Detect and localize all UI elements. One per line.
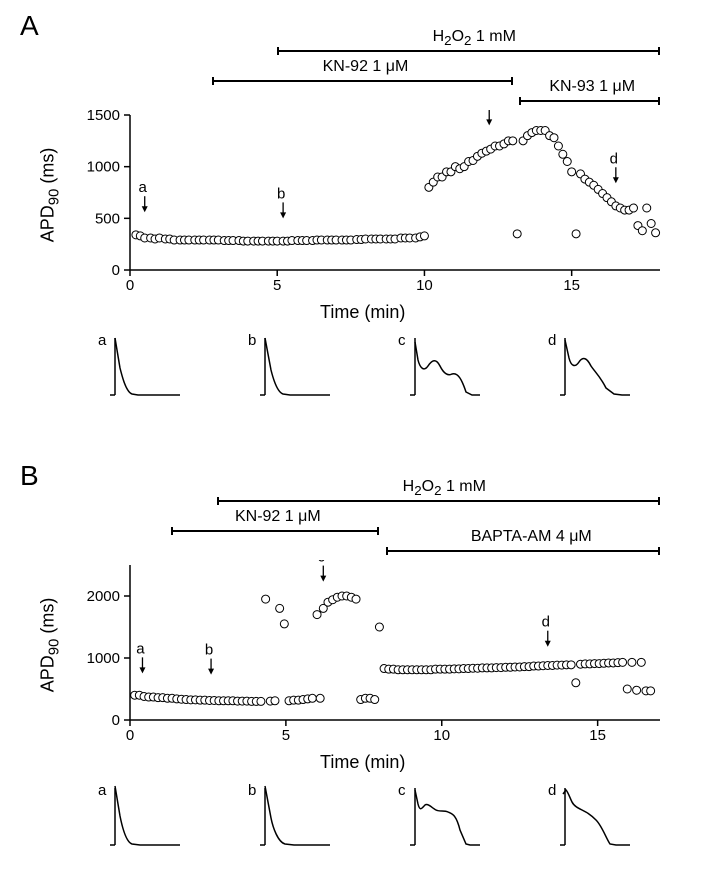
svg-text:10: 10	[433, 727, 450, 744]
svg-text:a: a	[136, 640, 145, 657]
figure-root: A H2O2 1 mMKN-92 1 μMKN-93 1 μM 05001000…	[0, 0, 701, 876]
svg-text:d: d	[542, 614, 550, 631]
trace-label: c	[398, 332, 406, 349]
svg-text:1500: 1500	[87, 110, 120, 124]
treatment-label: KN-92 1 μM	[323, 58, 409, 76]
panel-b-scatter: 0 1000 2000 0 5 10 15 a b c d	[80, 560, 680, 750]
svg-text:0: 0	[126, 727, 134, 744]
treatment-bar	[217, 500, 660, 502]
svg-text:10: 10	[416, 277, 433, 294]
svg-text:a: a	[139, 179, 148, 196]
svg-text:1000: 1000	[87, 159, 120, 176]
ap-trace	[110, 780, 190, 855]
svg-text:5: 5	[282, 727, 290, 744]
svg-text:15: 15	[563, 277, 580, 294]
panel-b-label: B	[20, 460, 39, 492]
treatment-label: BAPTA-AM 4 μM	[471, 528, 592, 546]
svg-text:15: 15	[589, 727, 606, 744]
panel-a-scatter: 050010001500051015abcd	[80, 110, 680, 300]
ap-trace	[260, 780, 340, 855]
trace-label: a	[98, 332, 106, 349]
treatment-bar	[212, 80, 512, 82]
panel-b-ylabel: APD90 (ms)	[38, 592, 63, 692]
ap-trace	[110, 330, 190, 405]
panel-b-xlabel: Time (min)	[320, 752, 405, 773]
svg-text:0: 0	[112, 262, 120, 279]
treatment-bar	[386, 550, 660, 552]
treatment-bar	[171, 530, 380, 532]
treatment-label: KN-92 1 μM	[235, 508, 321, 526]
svg-text:c: c	[318, 560, 326, 566]
trace-label: d	[548, 332, 556, 349]
ap-trace	[410, 780, 490, 855]
svg-text:d: d	[610, 150, 618, 167]
svg-text:500: 500	[95, 210, 120, 227]
treatment-label: H2O2 1 mM	[403, 478, 486, 498]
treatment-bar	[277, 50, 660, 52]
svg-text:5: 5	[273, 277, 281, 294]
svg-text:0: 0	[112, 712, 120, 729]
panel-a-label: A	[20, 10, 39, 42]
trace-label: b	[248, 782, 256, 799]
ap-trace	[410, 330, 490, 405]
ap-trace	[560, 330, 640, 405]
svg-text:b: b	[205, 642, 213, 659]
svg-text:b: b	[277, 185, 285, 202]
panel-a-xlabel: Time (min)	[320, 302, 405, 323]
trace-label: b	[248, 332, 256, 349]
panel-a-ylabel: APD90 (ms)	[38, 142, 63, 242]
treatment-label: KN-93 1 μM	[549, 78, 635, 96]
svg-text:1000: 1000	[87, 650, 120, 667]
trace-label: d	[548, 782, 556, 799]
svg-text:2000: 2000	[87, 588, 120, 605]
ap-trace	[560, 780, 640, 855]
trace-label: a	[98, 782, 106, 799]
trace-label: c	[398, 782, 406, 799]
treatment-label: H2O2 1 mM	[433, 28, 516, 48]
ap-trace	[260, 330, 340, 405]
svg-text:0: 0	[126, 277, 134, 294]
treatment-bar	[519, 100, 660, 102]
